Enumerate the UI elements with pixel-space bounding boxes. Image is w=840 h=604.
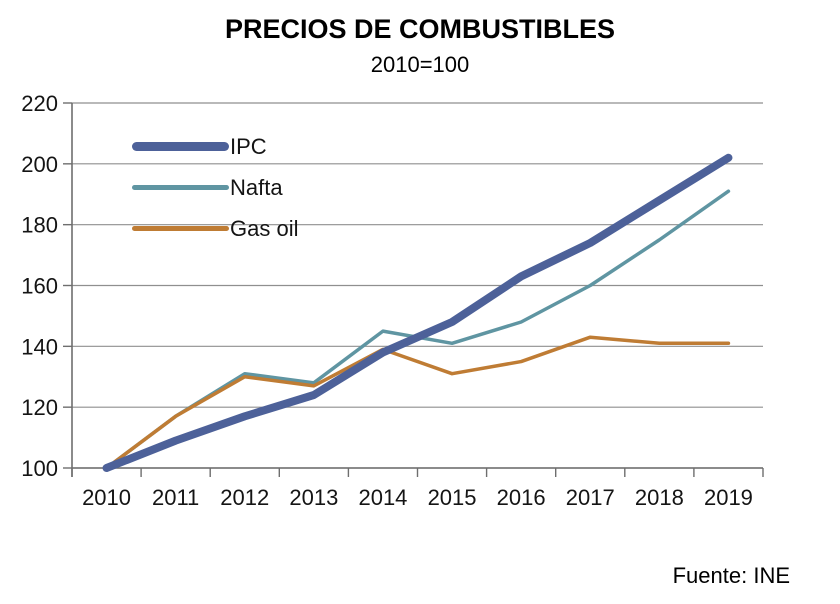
gasoil-line-swatch — [132, 226, 229, 231]
y-axis-label: 120 — [21, 395, 58, 420]
x-axis-label: 2016 — [497, 485, 546, 510]
legend-label-gasoil: Gas oil — [230, 215, 299, 241]
x-axis-label: 2014 — [358, 485, 407, 510]
legend-item-nafta: Nafta — [132, 167, 298, 208]
source-note: Fuente: INE — [672, 563, 790, 588]
x-axis-label: 2013 — [289, 485, 338, 510]
x-axis-label: 2011 — [152, 485, 199, 510]
x-axis-label: 2018 — [635, 485, 684, 510]
series-line-ipc — [102, 153, 733, 472]
legend: IPC Nafta Gas oil — [132, 126, 298, 249]
y-axis-label: 220 — [21, 91, 58, 116]
nafta-line-swatch — [132, 185, 229, 190]
x-axis-label: 2010 — [82, 485, 131, 510]
y-axis-label: 160 — [21, 274, 58, 299]
legend-item-gasoil: Gas oil — [132, 208, 298, 249]
y-axis-label: 180 — [21, 213, 58, 238]
x-axis-label: 2017 — [566, 485, 615, 510]
x-axis-label: 2015 — [428, 485, 477, 510]
x-axis-label: 2012 — [220, 485, 269, 510]
legend-item-ipc: IPC — [132, 126, 298, 167]
chart-subtitle: 2010=100 — [370, 52, 470, 77]
y-axis-label: 200 — [21, 152, 58, 177]
x-axis-label: 2019 — [704, 485, 753, 510]
y-axis-label: 140 — [21, 334, 58, 359]
y-axis-label: 100 — [21, 456, 58, 481]
ipc-line-swatch — [132, 142, 229, 151]
series-line-gas-oil — [104, 335, 731, 470]
legend-label-nafta: Nafta — [230, 174, 283, 200]
legend-label-ipc: IPC — [230, 133, 267, 159]
chart-title: PRECIOS DE COMBUSTIBLES — [224, 14, 616, 44]
